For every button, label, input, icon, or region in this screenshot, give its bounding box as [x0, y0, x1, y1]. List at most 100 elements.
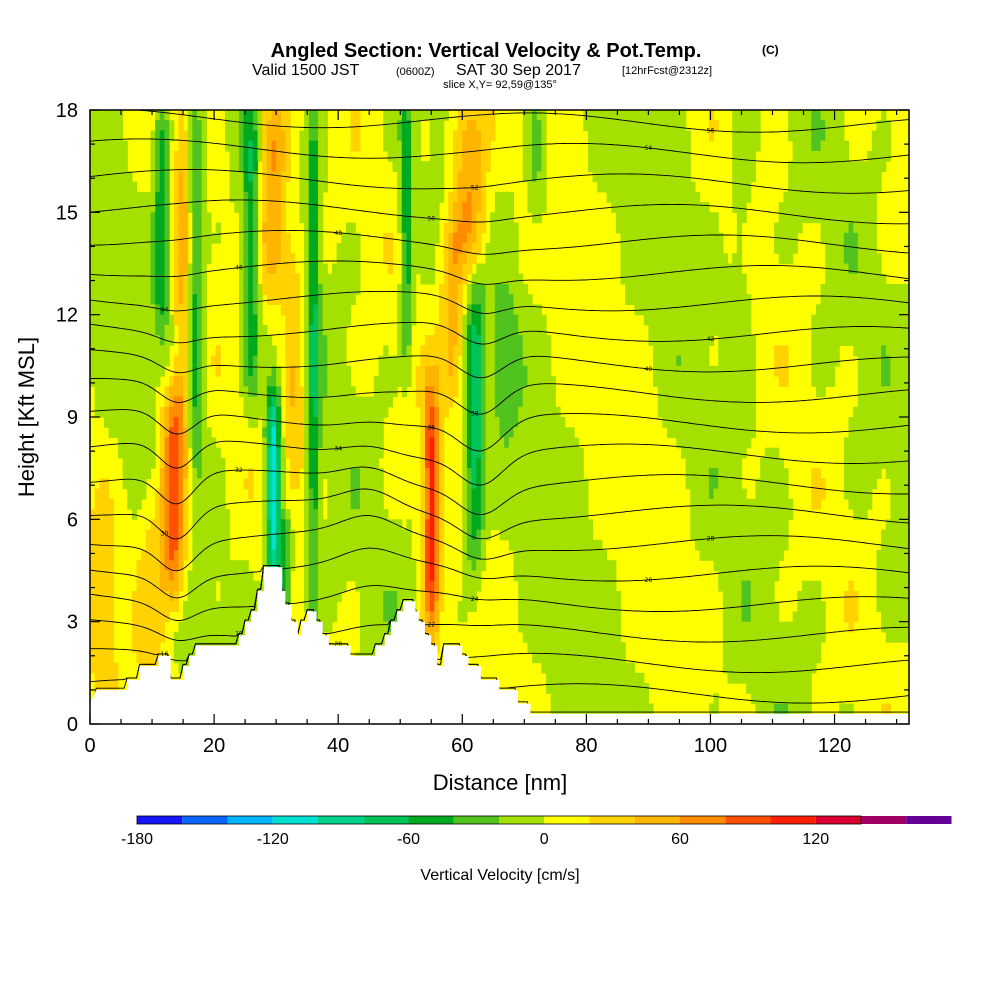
- velocity-cell: [304, 345, 310, 357]
- velocity-cell: [532, 447, 538, 459]
- velocity-cell: [839, 110, 845, 121]
- velocity-cell: [522, 324, 529, 336]
- velocity-cell: [327, 355, 333, 367]
- velocity-cell: [150, 529, 156, 541]
- velocity-cell: [238, 202, 245, 213]
- velocity-cell: [355, 273, 361, 285]
- velocity-cell: [755, 509, 761, 520]
- velocity-cell: [359, 550, 366, 561]
- velocity-cell: [99, 171, 105, 183]
- velocity-cell: [122, 314, 128, 326]
- velocity-cell: [304, 232, 310, 244]
- velocity-cell: [420, 509, 426, 520]
- velocity-cell: [750, 130, 757, 142]
- velocity-cell: [629, 191, 636, 203]
- velocity-cell: [848, 243, 854, 254]
- velocity-cell: [466, 324, 473, 336]
- velocity-cell: [429, 335, 435, 346]
- velocity-cell: [504, 529, 510, 541]
- velocity-cell: [825, 222, 831, 234]
- velocity-cell: [164, 202, 170, 213]
- velocity-cell: [397, 171, 403, 183]
- velocity-cell: [648, 191, 654, 203]
- velocity-cell: [462, 335, 468, 346]
- velocity-cell: [797, 171, 803, 183]
- velocity-cell: [639, 130, 645, 142]
- velocity-cell: [411, 212, 417, 224]
- velocity-cell: [708, 212, 715, 224]
- velocity-cell: [639, 243, 645, 254]
- velocity-cell: [327, 539, 333, 551]
- velocity-cell: [183, 150, 189, 162]
- velocity-cell: [192, 191, 198, 203]
- velocity-cell: [736, 498, 743, 510]
- velocity-cell: [829, 273, 836, 285]
- velocity-cell: [439, 140, 445, 152]
- velocity-cell: [829, 202, 836, 213]
- velocity-cell: [746, 181, 752, 193]
- velocity-cell: [606, 140, 612, 152]
- velocity-cell: [425, 468, 431, 479]
- velocity-cell: [318, 161, 324, 172]
- velocity-cell: [662, 376, 668, 387]
- velocity-cell: [308, 488, 314, 500]
- velocity-cell: [881, 406, 887, 418]
- velocity-cell: [425, 427, 431, 439]
- velocity-cell: [94, 519, 100, 531]
- velocity-cell: [699, 396, 705, 408]
- velocity-cell: [350, 560, 356, 572]
- velocity-cell: [113, 181, 119, 193]
- velocity-cell: [322, 120, 328, 132]
- velocity-cell: [504, 468, 510, 479]
- velocity-cell: [243, 376, 249, 387]
- velocity-cell: [741, 509, 747, 520]
- velocity-cell: [471, 294, 477, 306]
- velocity-cell: [280, 570, 287, 582]
- velocity-cell: [466, 171, 473, 183]
- velocity-cell: [843, 202, 850, 213]
- velocity-cell: [667, 140, 673, 152]
- velocity-cell: [248, 253, 254, 265]
- velocity-cell: [727, 437, 733, 449]
- velocity-cell: [462, 529, 468, 541]
- velocity-cell: [331, 457, 338, 469]
- velocity-cell: [373, 427, 380, 439]
- velocity-cell: [280, 110, 287, 121]
- velocity-cell: [183, 253, 189, 265]
- velocity-cell: [853, 447, 859, 459]
- velocity-cell: [429, 396, 435, 408]
- velocity-cell: [243, 140, 249, 152]
- velocity-cell: [857, 376, 864, 387]
- velocity-cell: [848, 191, 854, 203]
- velocity-cell: [788, 120, 794, 132]
- velocity-cell: [173, 457, 180, 469]
- velocity-cell: [508, 324, 515, 336]
- velocity-cell: [876, 273, 882, 285]
- velocity-cell: [536, 335, 542, 346]
- velocity-cell: [243, 355, 249, 367]
- velocity-cell: [657, 222, 663, 234]
- velocity-cell: [848, 447, 854, 459]
- velocity-cell: [192, 171, 198, 183]
- velocity-cell: [243, 396, 249, 408]
- velocity-cell: [318, 202, 324, 213]
- velocity-cell: [345, 519, 352, 531]
- velocity-cell: [839, 294, 845, 306]
- velocity-cell: [280, 498, 287, 510]
- velocity-cell: [434, 468, 440, 479]
- velocity-cell: [620, 110, 626, 121]
- velocity-cell: [99, 191, 105, 203]
- velocity-cell: [341, 355, 347, 367]
- velocity-cell: [429, 478, 435, 490]
- velocity-cell: [187, 273, 193, 285]
- velocity-cell: [648, 324, 654, 336]
- velocity-cell: [597, 539, 603, 551]
- velocity-cell: [448, 355, 454, 367]
- velocity-cell: [499, 304, 505, 316]
- velocity-cell: [294, 294, 300, 306]
- velocity-cell: [164, 263, 170, 275]
- velocity-cell: [318, 478, 324, 490]
- velocity-cell: [406, 110, 412, 121]
- velocity-cell: [667, 294, 673, 306]
- velocity-cell: [843, 294, 850, 306]
